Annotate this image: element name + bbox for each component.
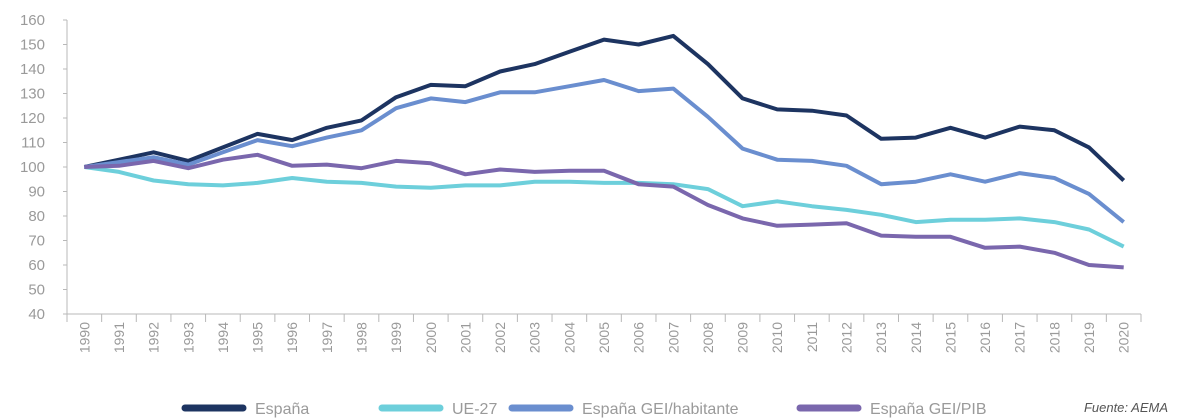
x-tick-label: 1991 (111, 322, 127, 353)
x-tick-label: 2019 (1081, 322, 1097, 353)
x-tick-label: 1997 (319, 322, 335, 353)
x-tick-label: 2004 (561, 322, 577, 353)
x-tick-label: 2002 (492, 322, 508, 353)
x-tick-label: 1992 (146, 322, 162, 353)
x-tick-label: 2011 (804, 322, 820, 352)
x-tick-label: 1993 (180, 322, 196, 353)
x-tick-label: 2003 (527, 322, 543, 353)
y-tick-label: 150 (20, 37, 45, 54)
y-tick-label: 90 (28, 184, 45, 201)
x-tick-label: 2009 (735, 322, 751, 353)
series-line (83, 33, 1126, 182)
x-tick-label: 1996 (284, 322, 300, 353)
y-tick-label: 100 (20, 159, 45, 176)
x-tick-label: 1998 (353, 322, 369, 353)
y-tick-label: 130 (20, 86, 45, 103)
x-tick-label: 2015 (942, 322, 958, 353)
y-tick-label: 70 (28, 233, 45, 250)
x-tick-label: 2006 (631, 322, 647, 353)
x-tick-label: 2005 (596, 322, 612, 353)
x-tick-label: 2010 (769, 322, 785, 353)
legend-label: España GEI/PIB (870, 401, 987, 418)
x-tick-label: 1995 (250, 322, 266, 353)
x-tick-label: 2014 (908, 322, 924, 353)
series-line (84, 152, 1124, 270)
legend-label: España GEI/habitante (582, 401, 739, 418)
y-tick-label: 120 (20, 110, 45, 127)
y-tick-label: 60 (28, 257, 45, 274)
series-line (84, 78, 1125, 224)
y-tick-label: 160 (20, 12, 45, 29)
y-tick-label: 80 (28, 208, 45, 225)
y-tick-label: 110 (21, 135, 45, 152)
y-tick-label: 140 (20, 61, 45, 78)
x-tick-label: 1990 (76, 322, 92, 353)
x-tick-label: 2017 (1012, 322, 1028, 353)
x-tick-label: 2007 (665, 322, 681, 353)
legend-label: España (255, 401, 309, 418)
y-tick-label: 50 (28, 282, 45, 299)
x-tick-label: 2000 (423, 322, 439, 353)
legend-label: UE-27 (452, 401, 497, 418)
x-tick-label: 2016 (977, 322, 993, 353)
x-tick-label: 2001 (457, 322, 473, 353)
x-tick-label: 2020 (1116, 322, 1132, 353)
x-tick-label: 2008 (700, 322, 716, 353)
x-tick-label: 2012 (839, 322, 855, 353)
x-tick-label: 2013 (873, 322, 889, 353)
x-tick-label: 1999 (388, 322, 404, 353)
y-tick-label: 40 (28, 306, 45, 323)
x-tick-label: 2018 (1046, 322, 1062, 353)
x-tick-label: 1994 (215, 322, 231, 353)
series-line (84, 165, 1125, 249)
source: Fuente: AEMA (1084, 400, 1168, 415)
